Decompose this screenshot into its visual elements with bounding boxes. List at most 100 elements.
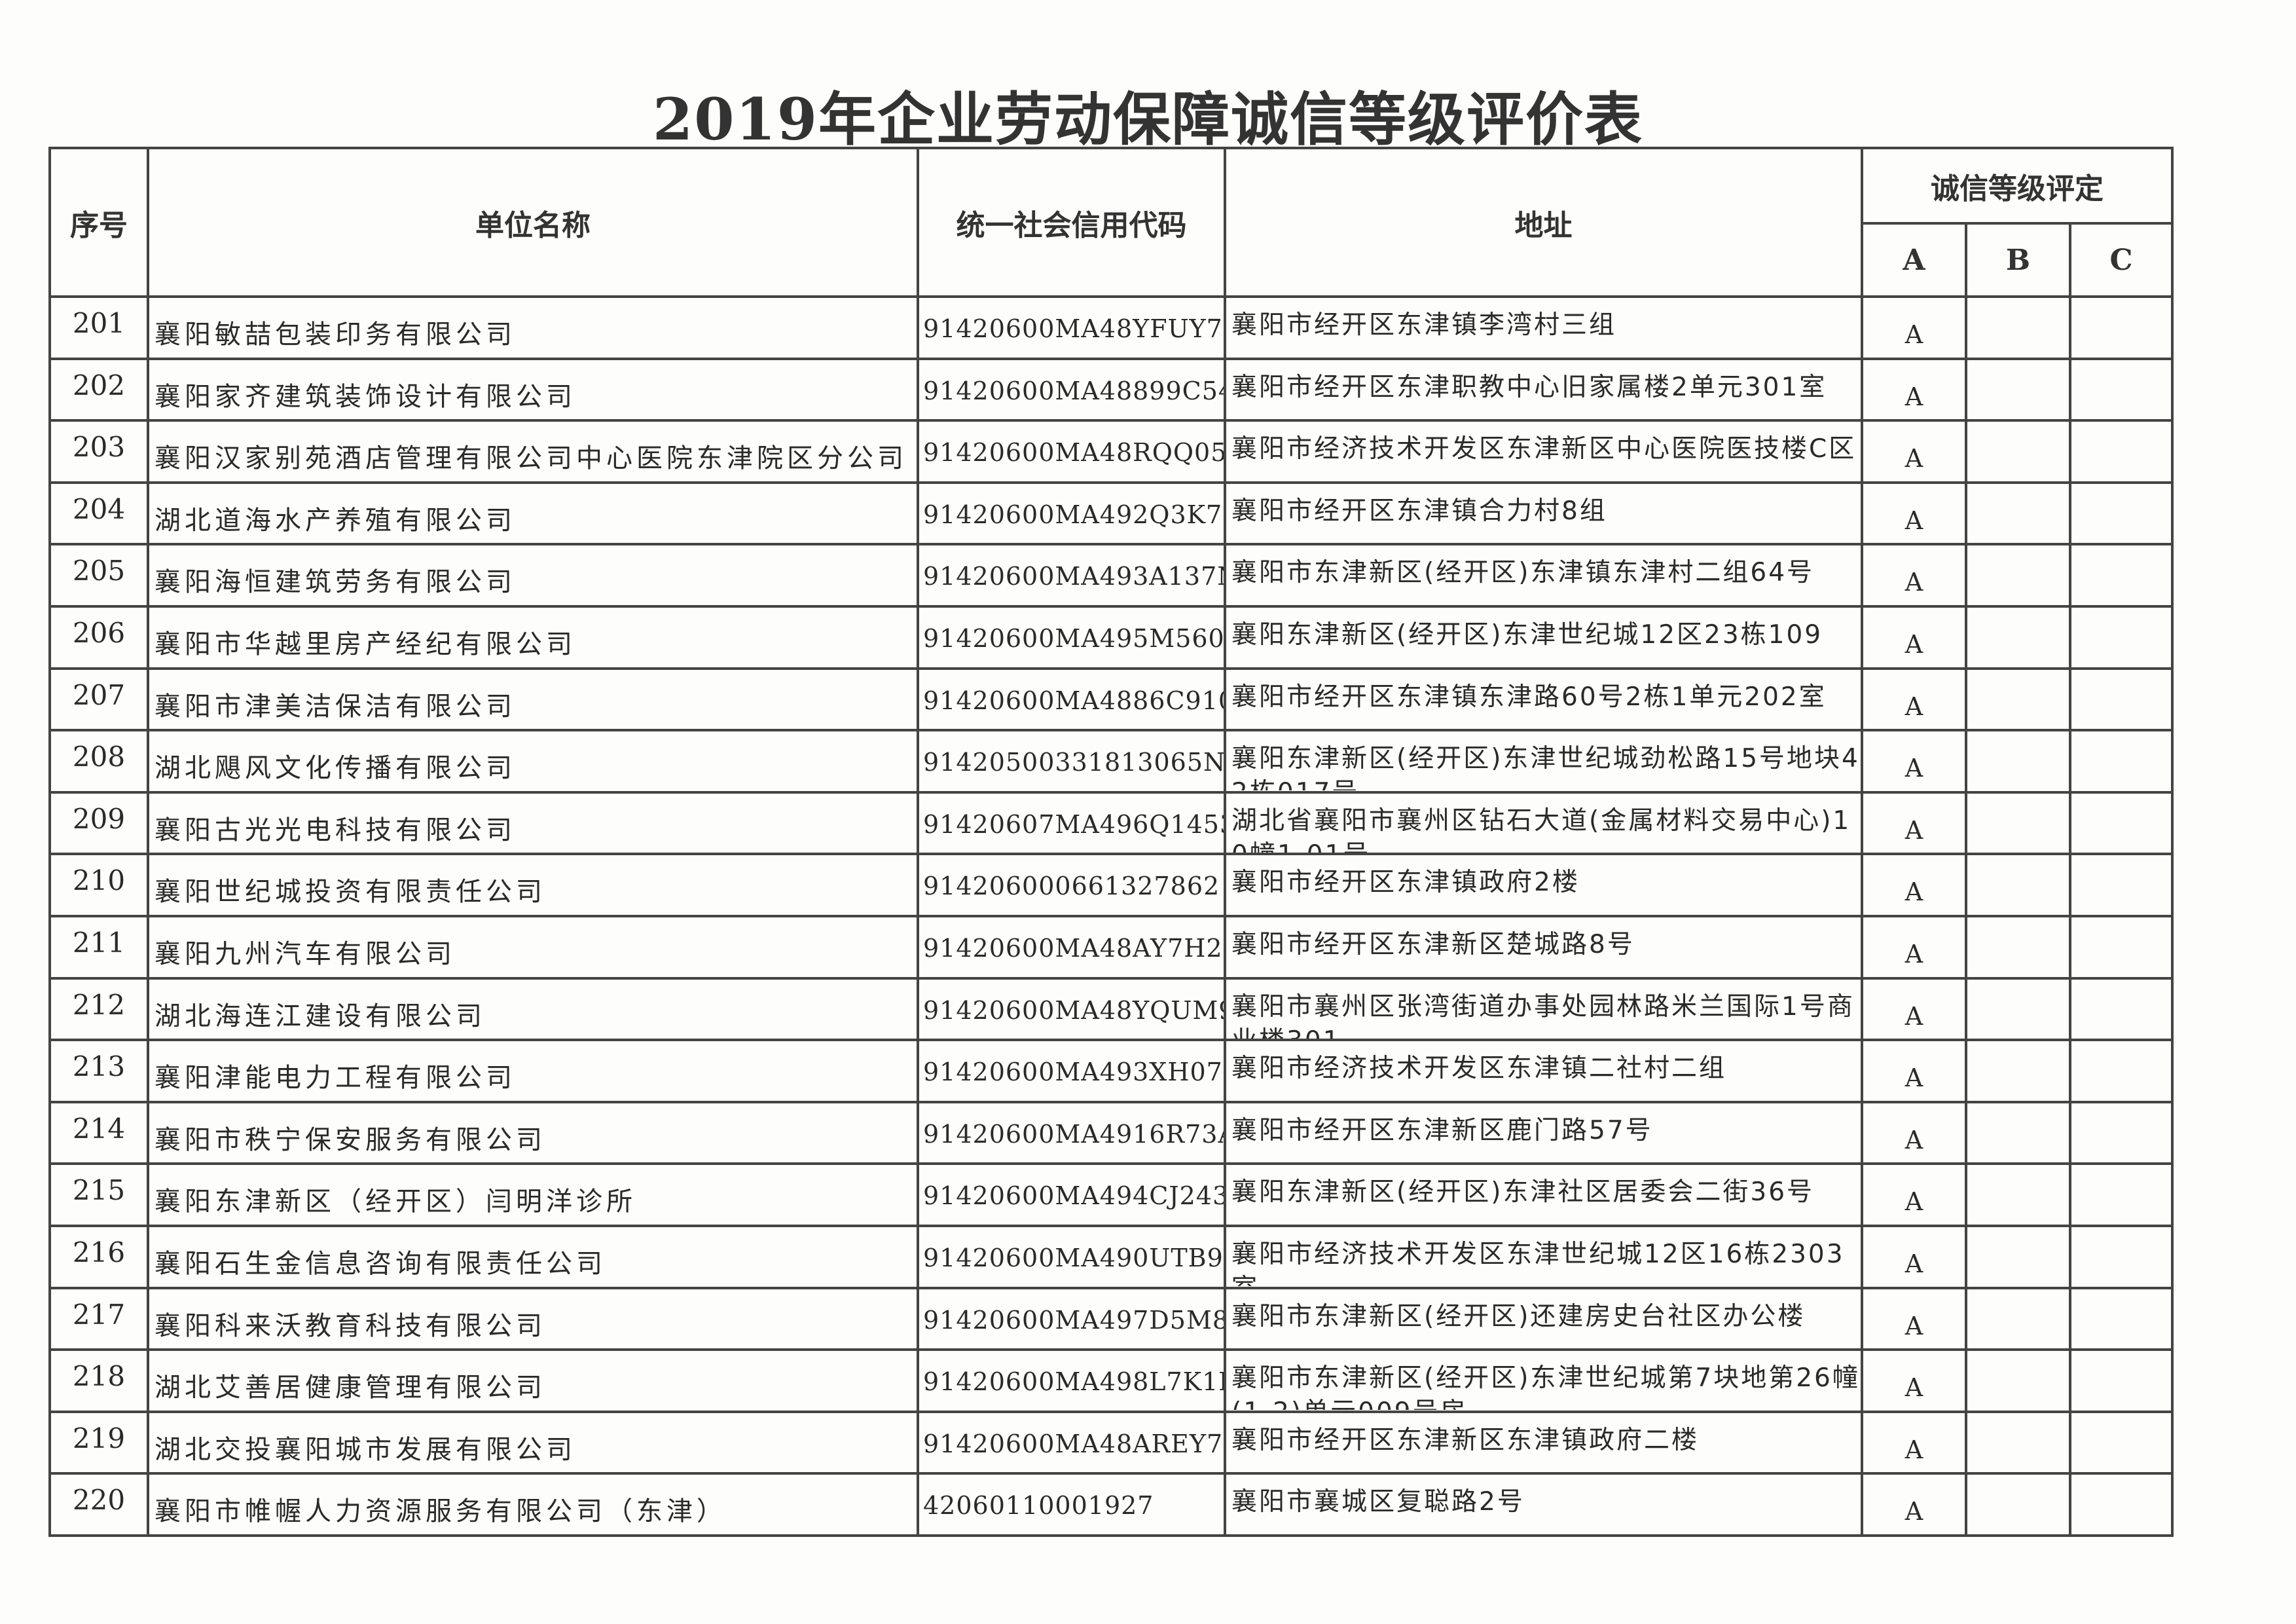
cell-company-name-text: 湖北艾善居健康管理有限公司 xyxy=(155,1373,546,1403)
cell-credit-code-text: 91420600MA493A137N xyxy=(923,562,1225,591)
table-row: 216 襄阳石生金信息咨询有限责任公司 91420600MA490UTB9N 襄阳市经… xyxy=(48,1224,2174,1289)
table-row: 207 襄阳市津美洁保洁有限公司 91420600MA4886C910 襄阳市经开区东… xyxy=(48,667,2174,732)
cell-address: 襄阳东津新区(经开区)东津世纪城12区23栋109 xyxy=(1224,604,1863,670)
cell-seq-text: 202 xyxy=(72,369,126,401)
header-grade-b: B xyxy=(1965,222,2071,298)
cell-grade-a: A xyxy=(1861,729,1967,794)
cell-address: 襄阳东津新区(经开区)东津世纪城劲松路15号地块42栋017号 xyxy=(1224,729,1863,794)
table-row: 218 湖北艾善居健康管理有限公司 91420600MA498L7K1M 襄阳市东津新… xyxy=(48,1348,2174,1413)
cell-company-name: 湖北交投襄阳城市发展有限公司 xyxy=(147,1410,919,1475)
cell-grade-c-text xyxy=(2073,1352,2170,1373)
cell-grade-b-text xyxy=(1969,1105,2068,1126)
table-row: 214 襄阳市秩宁保安服务有限公司 91420600MA4916R73A 襄阳市经开区… xyxy=(48,1100,2174,1166)
cell-seq: 211 xyxy=(48,914,149,980)
cell-company-name: 襄阳津能电力工程有限公司 xyxy=(147,1039,919,1103)
cell-company-name: 襄阳市秩宁保安服务有限公司 xyxy=(147,1100,919,1166)
cell-seq: 210 xyxy=(48,853,149,917)
cell-grade-c-text xyxy=(2073,1228,2170,1249)
cell-credit-code-text: 91420600MA48RQQ05W xyxy=(923,438,1225,468)
cell-grade-c xyxy=(2068,1472,2174,1537)
cell-company-name: 湖北飓风文化传播有限公司 xyxy=(147,729,919,794)
cell-seq-text: 210 xyxy=(72,864,126,897)
cell-address: 襄阳市襄州区张湾街道办事处园林路米兰国际1号商业楼301 xyxy=(1224,976,1863,1042)
cell-company-name-text: 襄阳市帷幄人力资源服务有限公司（东津） xyxy=(155,1496,727,1527)
cell-seq: 205 xyxy=(48,543,149,608)
cell-credit-code-text: 91420600MA48AREY7C xyxy=(923,1429,1225,1458)
cell-company-name: 湖北海连江建设有限公司 xyxy=(147,976,919,1042)
cell-company-name: 襄阳古光光电科技有限公司 xyxy=(147,790,919,856)
cell-grade-c-text xyxy=(2073,1105,2170,1126)
header-grade-a: A xyxy=(1861,222,1967,298)
cell-address-text: 襄阳东津新区(经开区)东津世纪城劲松路15号地块42栋017号 xyxy=(1231,744,1860,790)
cell-grade-b xyxy=(1965,729,2071,794)
cell-grade-a: A xyxy=(1861,1472,1967,1537)
cell-address-text: 湖北省襄阳市襄州区钻石大道(金属材料交易中心)10幢1-01号 xyxy=(1231,805,1851,852)
cell-seq-text: 209 xyxy=(72,802,126,835)
cell-seq-text: 219 xyxy=(72,1422,126,1454)
cell-company-name-text: 襄阳海恒建筑劳务有限公司 xyxy=(155,567,516,598)
cell-grade-a-text: A xyxy=(1904,506,1923,535)
cell-company-name-text: 襄阳古光光电科技有限公司 xyxy=(155,815,516,845)
cell-address: 襄阳市经开区东津新区楚城路8号 xyxy=(1224,914,1863,980)
cell-address-text: 襄阳市襄城区复聪路2号 xyxy=(1231,1487,1525,1517)
header-grade-c: C xyxy=(2068,222,2174,298)
cell-grade-b-text xyxy=(1969,1414,2068,1435)
cell-credit-code-text: 91420600MA48AY7H2U xyxy=(923,933,1225,963)
cell-credit-code: 91420600MA490UTB9N xyxy=(917,1224,1226,1289)
cell-grade-b-text xyxy=(1969,981,2068,1002)
cell-credit-code: 91420600MA4916R73A xyxy=(917,1100,1226,1166)
cell-grade-b-text xyxy=(1969,609,2068,630)
cell-address: 襄阳市经开区东津镇政府2楼 xyxy=(1224,853,1863,917)
cell-grade-c-text xyxy=(2073,1414,2170,1435)
cell-grade-b-text xyxy=(1969,1476,2068,1497)
cell-seq: 215 xyxy=(48,1162,149,1227)
cell-credit-code: 91420600MA48YQUM9N xyxy=(917,976,1226,1042)
cell-address-text: 襄阳市经开区东津镇合力村8组 xyxy=(1231,496,1607,526)
cell-company-name-text: 襄阳津能电力工程有限公司 xyxy=(155,1063,516,1094)
cell-grade-a: A xyxy=(1861,481,1967,546)
header-seq: 序号 xyxy=(48,147,149,298)
cell-credit-code-text: 42060110001927 xyxy=(923,1491,1154,1521)
cell-company-name-text: 襄阳敏喆包装印务有限公司 xyxy=(155,320,516,350)
table-row: 205 襄阳海恒建筑劳务有限公司 91420600MA493A137N 襄阳市东津新区… xyxy=(48,543,2174,608)
cell-grade-c-text xyxy=(2073,671,2170,692)
cell-grade-a-text: A xyxy=(1904,568,1923,597)
cell-company-name: 湖北艾善居健康管理有限公司 xyxy=(147,1348,919,1413)
cell-seq: 212 xyxy=(48,976,149,1042)
cell-company-name-text: 襄阳石生金信息咨询有限责任公司 xyxy=(155,1248,606,1279)
cell-grade-c-text xyxy=(2073,795,2170,816)
cell-grade-c xyxy=(2068,729,2174,794)
cell-grade-c xyxy=(2068,853,2174,917)
cell-credit-code: 91420600MA493XH07P xyxy=(917,1039,1226,1103)
cell-seq-text: 204 xyxy=(72,492,126,525)
cell-grade-c-text xyxy=(2073,299,2170,320)
cell-company-name: 湖北道海水产养殖有限公司 xyxy=(147,481,919,546)
cell-address-text: 襄阳市经开区东津新区鹿门路57号 xyxy=(1231,1115,1653,1145)
cell-seq: 207 xyxy=(48,667,149,732)
cell-company-name: 襄阳敏喆包装印务有限公司 xyxy=(147,295,919,360)
cell-seq-text: 216 xyxy=(72,1236,126,1268)
cell-company-name-text: 湖北海连江建设有限公司 xyxy=(155,1001,486,1031)
cell-grade-b-text xyxy=(1969,671,2068,692)
cell-address: 襄阳市东津新区(经开区)东津镇东津村二组64号 xyxy=(1224,543,1863,608)
cell-grade-b xyxy=(1965,853,2071,917)
cell-address: 襄阳市经开区东津镇东津路60号2栋1单元202室 xyxy=(1224,667,1863,732)
cell-grade-a: A xyxy=(1861,1348,1967,1413)
cell-address: 襄阳市经开区东津新区东津镇政府二楼 xyxy=(1224,1410,1863,1475)
cell-grade-c-text xyxy=(2073,857,2170,877)
table-row: 212 湖北海连江建设有限公司 91420600MA48YQUM9N 襄阳市襄州区张湾… xyxy=(48,976,2174,1042)
cell-credit-code-text: 914206000661327862 xyxy=(923,872,1220,901)
cell-seq-text: 214 xyxy=(72,1112,126,1145)
cell-grade-b-text xyxy=(1969,857,2068,877)
cell-grade-b xyxy=(1965,543,2071,608)
cell-company-name-text: 襄阳东津新区（经开区）闫明洋诊所 xyxy=(155,1187,636,1217)
cell-grade-a-text: A xyxy=(1904,1373,1923,1403)
cell-seq-text: 206 xyxy=(72,616,126,649)
page-title: 2019年企业劳动保障诚信等级评价表 xyxy=(653,85,1643,153)
cell-grade-c-text xyxy=(2073,733,2170,754)
cell-address: 襄阳市经开区东津新区鹿门路57号 xyxy=(1224,1100,1863,1166)
cell-grade-c xyxy=(2068,1286,2174,1352)
cell-address: 襄阳市经济技术开发区东津镇二社村二组 xyxy=(1224,1039,1863,1103)
cell-credit-code: 91420500331813065N xyxy=(917,729,1226,794)
cell-grade-b-text xyxy=(1969,795,2068,816)
